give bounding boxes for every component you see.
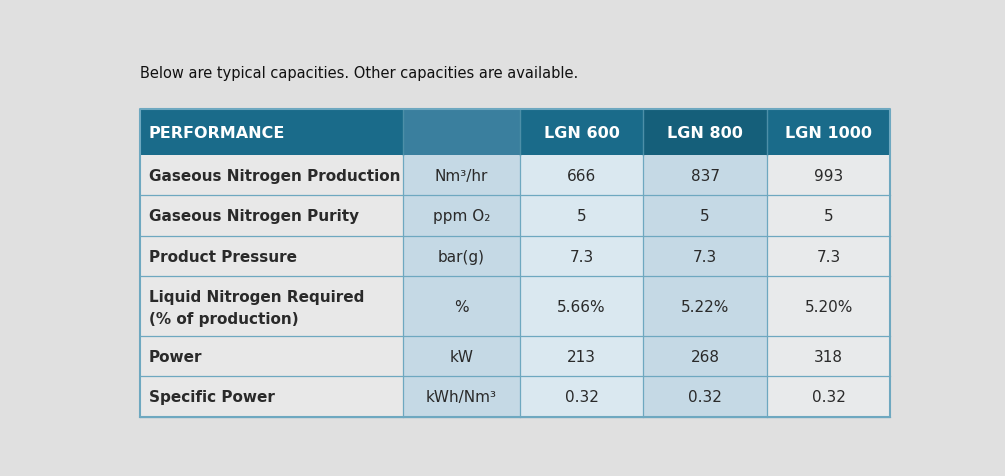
Bar	[140, 237, 403, 277]
Bar	[643, 337, 767, 377]
Text: 5: 5	[700, 208, 710, 224]
Bar	[140, 277, 403, 337]
Bar	[643, 196, 767, 237]
Text: ppm O₂: ppm O₂	[433, 208, 490, 224]
Bar	[643, 110, 767, 156]
Text: 0.32: 0.32	[565, 389, 599, 404]
Text: 318: 318	[814, 349, 843, 364]
Text: kWh/Nm³: kWh/Nm³	[426, 389, 497, 404]
Text: Gaseous Nitrogen Production: Gaseous Nitrogen Production	[149, 169, 400, 183]
Text: Gaseous Nitrogen Purity: Gaseous Nitrogen Purity	[149, 208, 359, 224]
Bar	[140, 337, 403, 377]
Bar	[403, 277, 520, 337]
Bar	[520, 277, 643, 337]
Bar	[520, 337, 643, 377]
Bar	[403, 237, 520, 277]
Text: bar(g): bar(g)	[438, 249, 485, 264]
Text: 268: 268	[690, 349, 720, 364]
Bar	[520, 237, 643, 277]
Bar	[520, 156, 643, 196]
Bar	[403, 196, 520, 237]
Text: 7.3: 7.3	[817, 249, 841, 264]
Bar	[643, 156, 767, 196]
Text: LGN 1000: LGN 1000	[785, 126, 872, 140]
Text: 5.20%: 5.20%	[805, 299, 853, 314]
Text: Specific Power: Specific Power	[149, 389, 274, 404]
Text: 837: 837	[690, 169, 720, 183]
Text: PERFORMANCE: PERFORMANCE	[149, 126, 285, 140]
Bar	[767, 337, 890, 377]
Bar	[140, 156, 403, 196]
Bar	[403, 337, 520, 377]
Bar	[643, 237, 767, 277]
Bar	[520, 196, 643, 237]
Text: 993: 993	[814, 169, 843, 183]
Bar	[140, 196, 403, 237]
Text: Liquid Nitrogen Required: Liquid Nitrogen Required	[149, 289, 365, 304]
Bar	[767, 196, 890, 237]
Text: Below are typical capacities. Other capacities are available.: Below are typical capacities. Other capa…	[140, 66, 578, 81]
Bar	[520, 377, 643, 417]
Text: %: %	[454, 299, 469, 314]
Bar	[767, 110, 890, 156]
Text: LGN 800: LGN 800	[667, 126, 743, 140]
Text: 7.3: 7.3	[570, 249, 594, 264]
Text: 666: 666	[567, 169, 596, 183]
Bar	[767, 237, 890, 277]
Text: 5.22%: 5.22%	[681, 299, 730, 314]
Bar	[403, 110, 520, 156]
Text: 5: 5	[824, 208, 833, 224]
Bar	[140, 110, 403, 156]
Text: (% of production): (% of production)	[149, 311, 298, 326]
Bar	[643, 377, 767, 417]
Bar	[403, 377, 520, 417]
Text: LGN 600: LGN 600	[544, 126, 619, 140]
Text: 0.32: 0.32	[812, 389, 845, 404]
Text: Power: Power	[149, 349, 202, 364]
Text: 5: 5	[577, 208, 586, 224]
Bar	[767, 277, 890, 337]
Bar	[767, 377, 890, 417]
Text: 7.3: 7.3	[693, 249, 718, 264]
Text: 213: 213	[567, 349, 596, 364]
Text: 0.32: 0.32	[688, 389, 722, 404]
Bar	[520, 110, 643, 156]
Bar	[140, 377, 403, 417]
Text: kW: kW	[449, 349, 473, 364]
Bar	[767, 156, 890, 196]
Text: Product Pressure: Product Pressure	[149, 249, 297, 264]
Bar	[643, 277, 767, 337]
Text: Nm³/hr: Nm³/hr	[435, 169, 488, 183]
Text: 5.66%: 5.66%	[557, 299, 606, 314]
Bar	[403, 156, 520, 196]
